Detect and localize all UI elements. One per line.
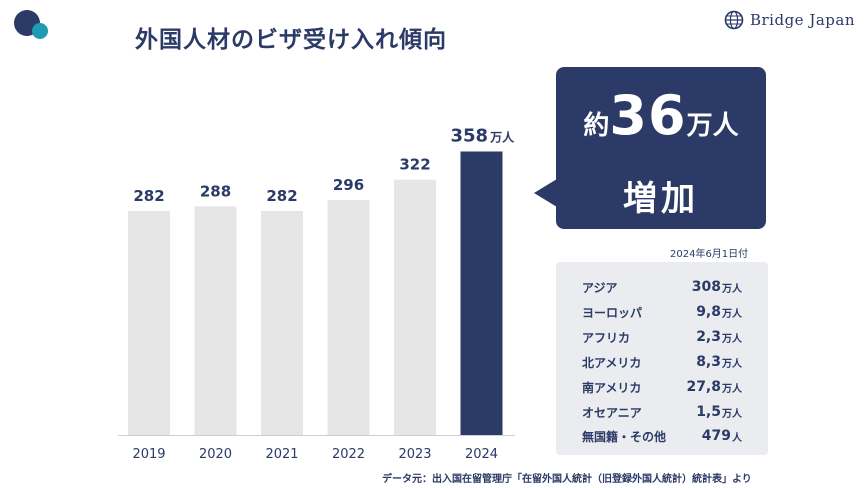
table-row: オセアニア 1,5 万人	[556, 400, 768, 424]
data-label-2020: 288	[200, 182, 231, 200]
region-value: 479	[701, 428, 731, 444]
x-tick-2024: 2024	[465, 447, 498, 462]
region-label: ヨーロッパ	[582, 305, 643, 320]
callout-number: 36	[609, 84, 687, 147]
data-source-note: データ元：出入国在留管理庁「在留外国人統計（旧登録外国人統計）統計表」より	[382, 474, 752, 485]
globe-icon	[724, 10, 744, 30]
x-tick-2023: 2023	[398, 447, 431, 462]
bar-2021	[261, 211, 303, 435]
table-row: ヨーロッパ 9,8 万人	[556, 300, 768, 324]
bar-2022	[327, 200, 370, 435]
increase-callout: 約36万人 増加	[534, 67, 766, 229]
bar-2020	[194, 206, 237, 435]
as-of-date: 2024年6月1日付	[670, 249, 749, 260]
region-value: 2,3	[696, 329, 721, 345]
x-tick-2022: 2022	[332, 447, 365, 462]
callout-text: 増加	[623, 179, 699, 219]
region-label: 無国籍・その他	[582, 429, 667, 444]
brand-name: Bridge Japan	[749, 11, 855, 29]
data-label-2019: 282	[133, 187, 164, 205]
region-value: 8,3	[696, 354, 721, 370]
visa-bar-chart: 282 2019 288 2020 282 2021 296 2022 322 2023 358 万人…	[118, 125, 516, 462]
page-title: 外国人材のビザ受け入れ傾向	[135, 27, 447, 53]
table-row: アジア 308 万人	[556, 275, 768, 299]
x-tick-2019: 2019	[132, 447, 165, 462]
bar-2023	[394, 179, 436, 435]
region-label: アフリカ	[582, 330, 631, 345]
bar-2024	[460, 151, 503, 435]
region-unit: 万人	[722, 383, 742, 395]
callout-unit: 万人	[686, 111, 739, 141]
callout-amount: 約36万人	[556, 89, 766, 143]
region-unit: 万人	[722, 308, 742, 320]
x-tick-2021: 2021	[265, 447, 298, 462]
x-tick-2020: 2020	[199, 447, 232, 462]
table-row: 南アメリカ 27,8 万人	[556, 375, 768, 399]
data-label-2022: 296	[333, 176, 364, 194]
callout-prefix: 約	[583, 111, 610, 141]
table-row: アフリカ 2,3 万人	[556, 325, 768, 349]
region-unit: 万人	[722, 333, 742, 345]
table-row: 北アメリカ 8,3 万人	[556, 350, 768, 374]
brand-logo-dots	[14, 10, 48, 39]
data-label-2021: 282	[266, 187, 297, 205]
region-unit: 万人	[722, 358, 742, 370]
region-value: 9,8	[696, 304, 721, 320]
logo-dot-teal	[32, 23, 48, 39]
region-value: 1,5	[696, 404, 721, 420]
data-label-2024: 358 万人	[451, 125, 516, 146]
region-label: アジア	[582, 280, 618, 295]
data-label-2023: 322	[399, 156, 430, 174]
region-unit: 万人	[722, 408, 742, 420]
region-value: 308	[691, 279, 721, 295]
region-breakdown-table: アジア 308 万人 ヨーロッパ 9,8 万人 アフリカ 2,3 万人 北アメリ…	[556, 262, 768, 455]
brand: Bridge Japan	[724, 10, 855, 30]
table-row: 無国籍・その他 479 人	[556, 424, 768, 448]
region-unit: 人	[732, 432, 742, 444]
region-value: 27,8	[686, 379, 721, 395]
region-label: 南アメリカ	[582, 380, 642, 395]
region-label: 北アメリカ	[582, 355, 642, 370]
region-label: オセアニア	[582, 405, 642, 420]
region-unit: 万人	[722, 283, 742, 295]
bar-2019	[128, 211, 170, 435]
